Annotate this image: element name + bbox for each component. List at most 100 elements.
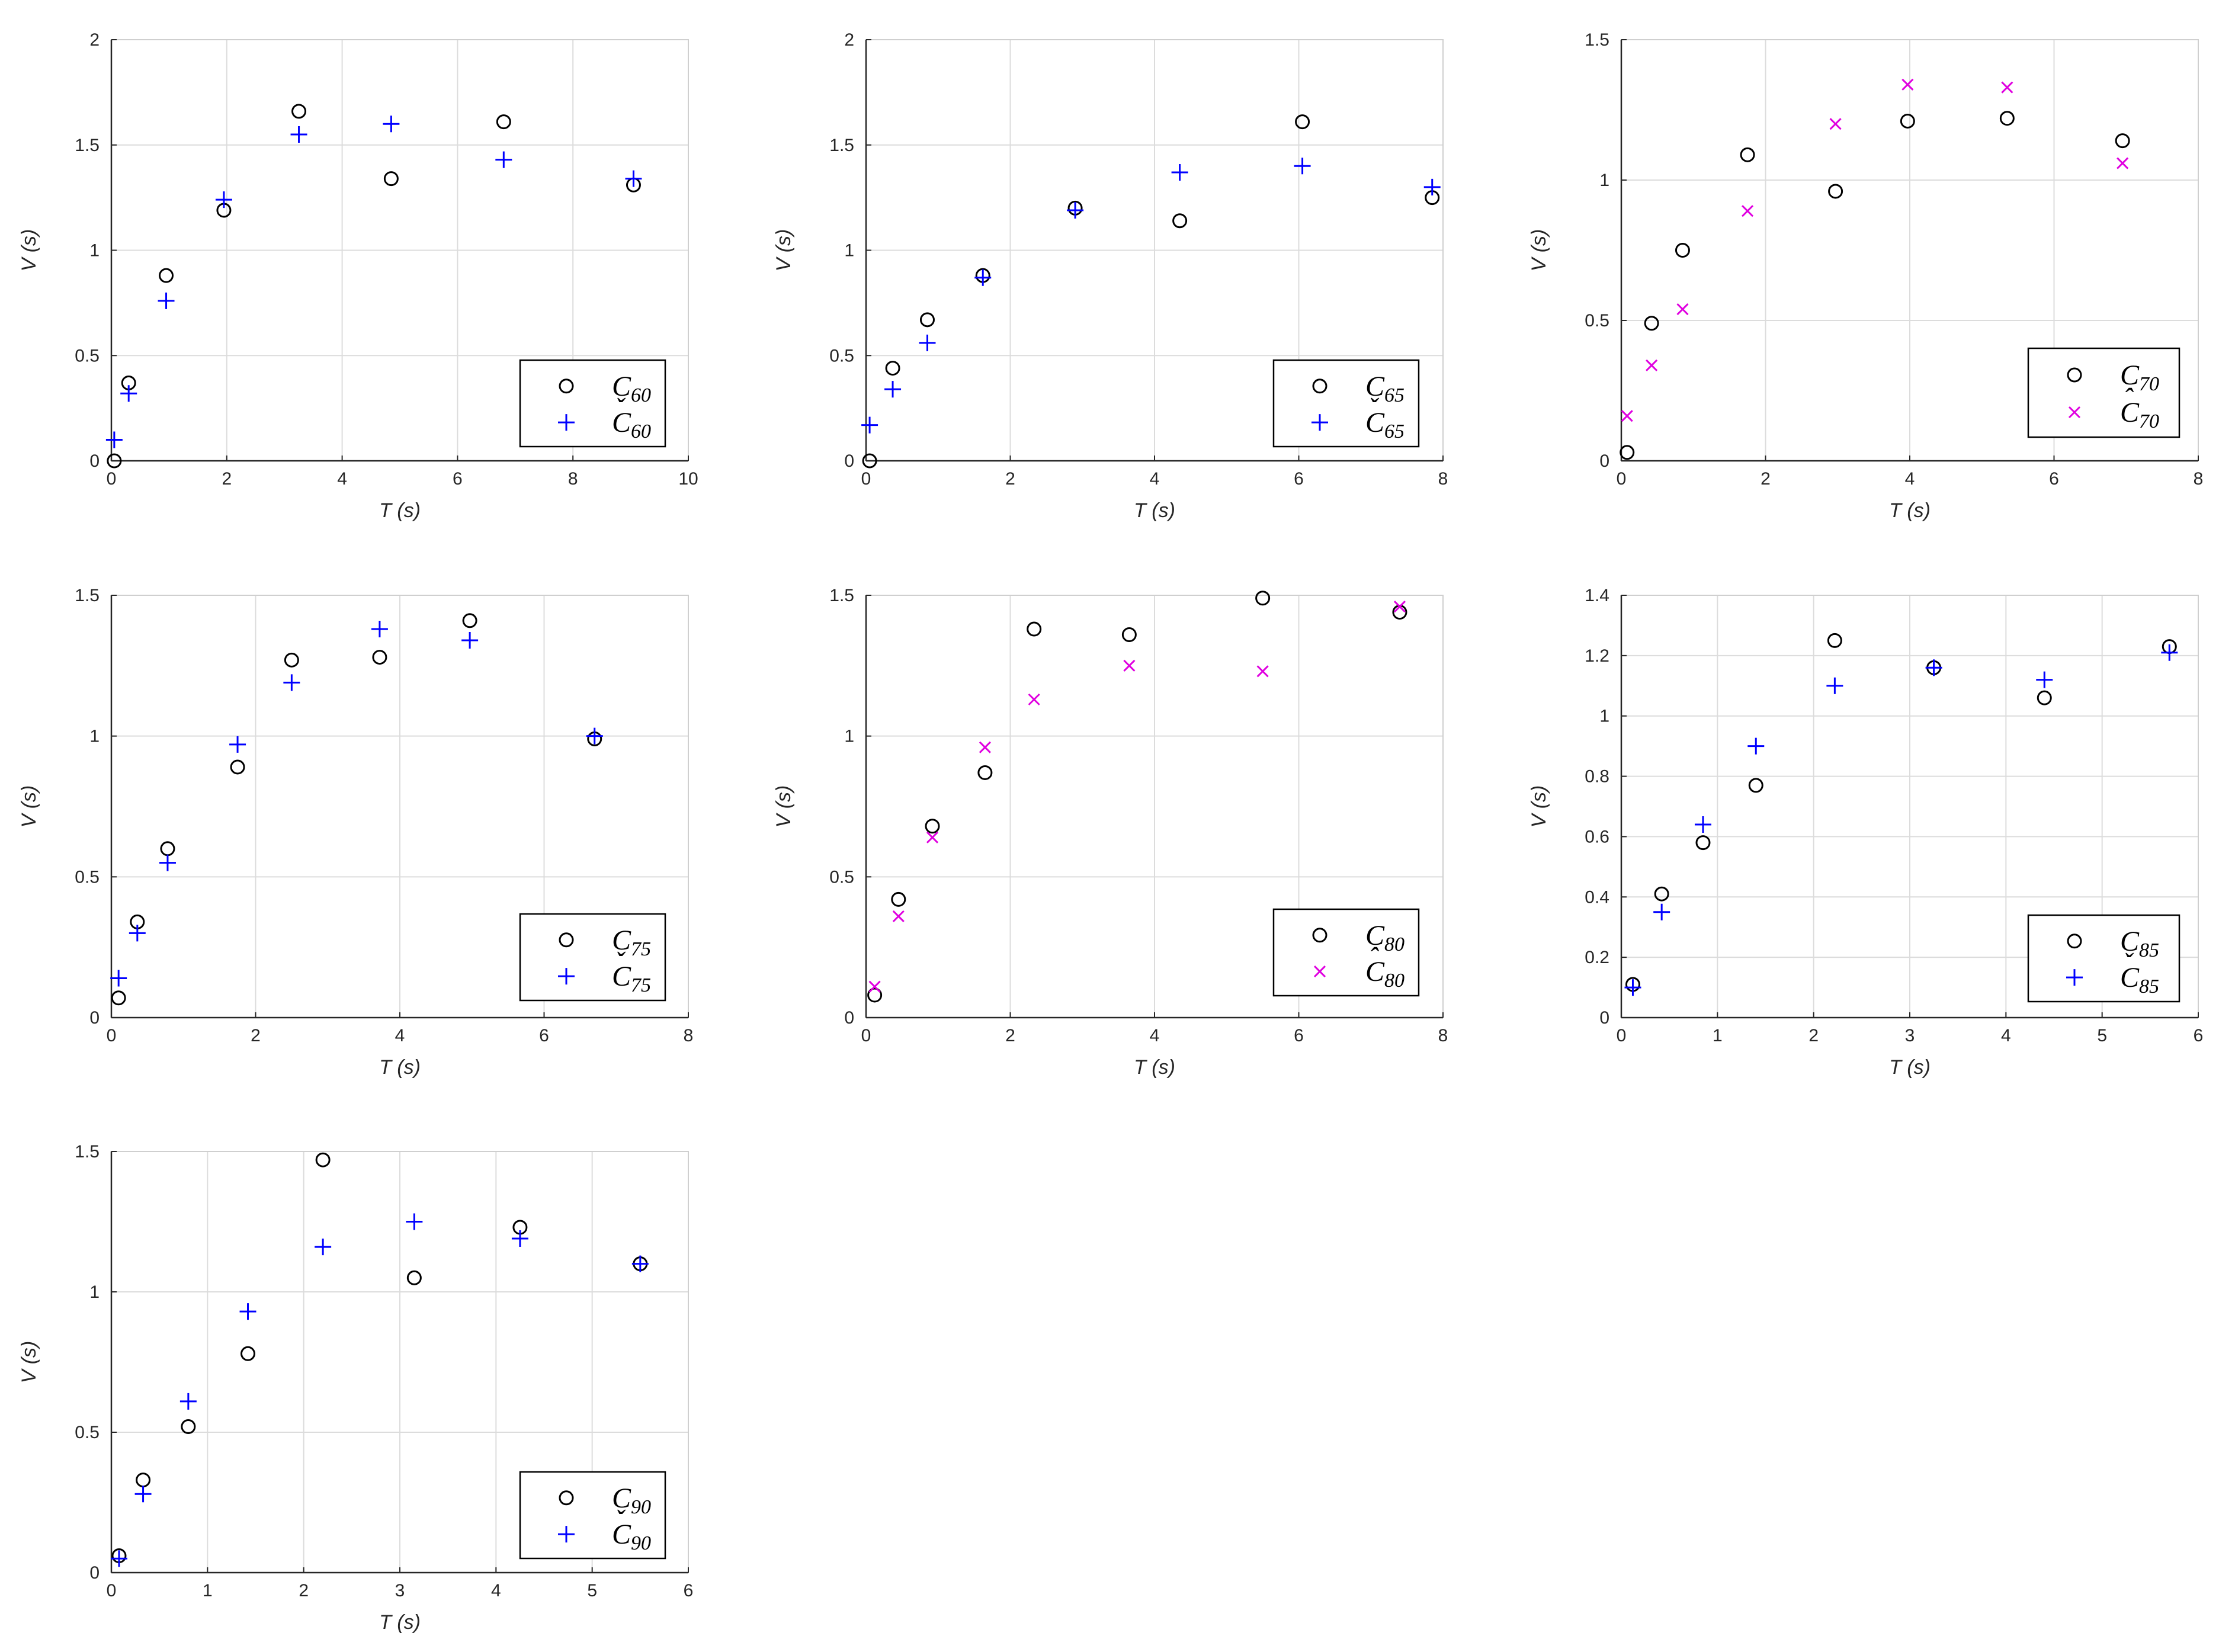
legend-marker (2067, 367, 2082, 383)
data-point (1901, 78, 1914, 91)
x-tick-label: 4 (1150, 469, 1160, 489)
data-point (1676, 303, 1689, 316)
y-tick-label: 2 (844, 30, 854, 50)
y-tick-label: 1 (89, 241, 100, 261)
legend-marker (559, 378, 574, 394)
y-tick-label: 1.5 (829, 586, 854, 605)
x-tick-label: 5 (587, 1581, 597, 1600)
data-point (107, 453, 122, 469)
data-point (892, 910, 905, 922)
y-tick-label: 0 (844, 451, 854, 471)
data-point (1067, 201, 1084, 219)
data-point (1740, 147, 1755, 162)
y-axis-label: V (s) (772, 785, 795, 828)
data-point (868, 980, 881, 993)
legend-label: C75 (612, 961, 651, 996)
data-point (383, 116, 400, 133)
data-point (1694, 816, 1711, 833)
x-axis-label: T (s) (379, 1611, 421, 1634)
x-tick-label: 2 (1005, 469, 1015, 489)
data-point (181, 1419, 196, 1435)
x-tick-label: 0 (107, 1581, 117, 1600)
legend-label: C70 (2120, 360, 2159, 395)
x-tick-label: 8 (2194, 469, 2204, 489)
data-point (885, 361, 900, 376)
x-axis-label: T (s) (379, 499, 421, 522)
y-tick-label: 0.5 (75, 1423, 100, 1442)
legend-marker (559, 932, 574, 948)
data-point (105, 431, 123, 448)
y-tick-label: 1 (89, 1282, 100, 1302)
data-point (1675, 243, 1690, 258)
data-point (1747, 737, 1765, 755)
data-point (1620, 445, 1635, 460)
x-tick-label: 2 (222, 469, 232, 489)
x-tick-label: 0 (861, 469, 871, 489)
data-point (1827, 633, 1842, 648)
legend-label: C65 (1365, 407, 1404, 442)
data-point (239, 1303, 256, 1320)
x-tick-label: 4 (2001, 1026, 2011, 1045)
x-axis-label: T (s) (1889, 499, 1931, 522)
y-tick-label: 1.4 (1585, 586, 1609, 605)
y-tick-label: 1.2 (1585, 646, 1609, 666)
y-tick-label: 1 (1599, 171, 1609, 190)
data-point (631, 1255, 649, 1272)
legend-marker (558, 1526, 575, 1543)
legend-accent: ˇ (615, 393, 626, 424)
legend-label: C80 (1365, 920, 1404, 955)
legend-accent: ˇ (615, 947, 626, 978)
legend-box (2027, 347, 2180, 438)
data-point (111, 990, 126, 1006)
series-1 (862, 114, 1440, 469)
data-point (215, 191, 232, 208)
x-tick-label: 4 (395, 1026, 405, 1045)
data-point (1695, 835, 1711, 851)
data-point (1027, 621, 1042, 637)
x-tick-label: 4 (1905, 469, 1915, 489)
data-point (919, 312, 935, 328)
data-point (1121, 627, 1137, 643)
x-axis-label: T (s) (1134, 1056, 1175, 1079)
data-point (1829, 118, 1842, 130)
x-axis-label: T (s) (379, 1056, 421, 1079)
x-tick-label: 6 (684, 1581, 694, 1600)
data-point (496, 114, 511, 130)
legend-marker (1311, 414, 1328, 431)
legend-marker (2066, 969, 2083, 986)
series-2 (105, 116, 642, 448)
x-tick-label: 2 (1761, 469, 1771, 489)
y-tick-label: 0.4 (1585, 887, 1609, 907)
data-point (977, 765, 993, 780)
series-2 (861, 158, 1441, 434)
data-point (406, 1270, 422, 1285)
legend-marker (2067, 934, 2082, 949)
data-point (1171, 163, 1188, 181)
data-point (867, 987, 883, 1003)
x-tick-label: 0 (861, 1026, 871, 1045)
data-point (1654, 886, 1669, 902)
legend-label: C75 (612, 925, 651, 960)
data-point (134, 1486, 152, 1503)
y-tick-label: 0 (89, 1563, 100, 1583)
data-point (926, 831, 939, 843)
series-2 (110, 621, 603, 987)
legend-marker (1313, 965, 1326, 978)
x-tick-label: 1 (1713, 1026, 1723, 1045)
y-tick-label: 1.5 (829, 136, 854, 155)
series-2 (1624, 644, 2178, 996)
data-point (1741, 205, 1754, 217)
x-tick-label: 6 (1294, 1026, 1304, 1045)
legend-accent: ˇ (2123, 948, 2134, 979)
y-tick-label: 0 (89, 451, 100, 471)
data-point (371, 621, 388, 638)
legend-marker (1312, 378, 1327, 394)
y-axis-label: V (s) (772, 229, 795, 272)
x-tick-label: 8 (1438, 469, 1448, 489)
y-axis-label: V (s) (18, 785, 40, 828)
